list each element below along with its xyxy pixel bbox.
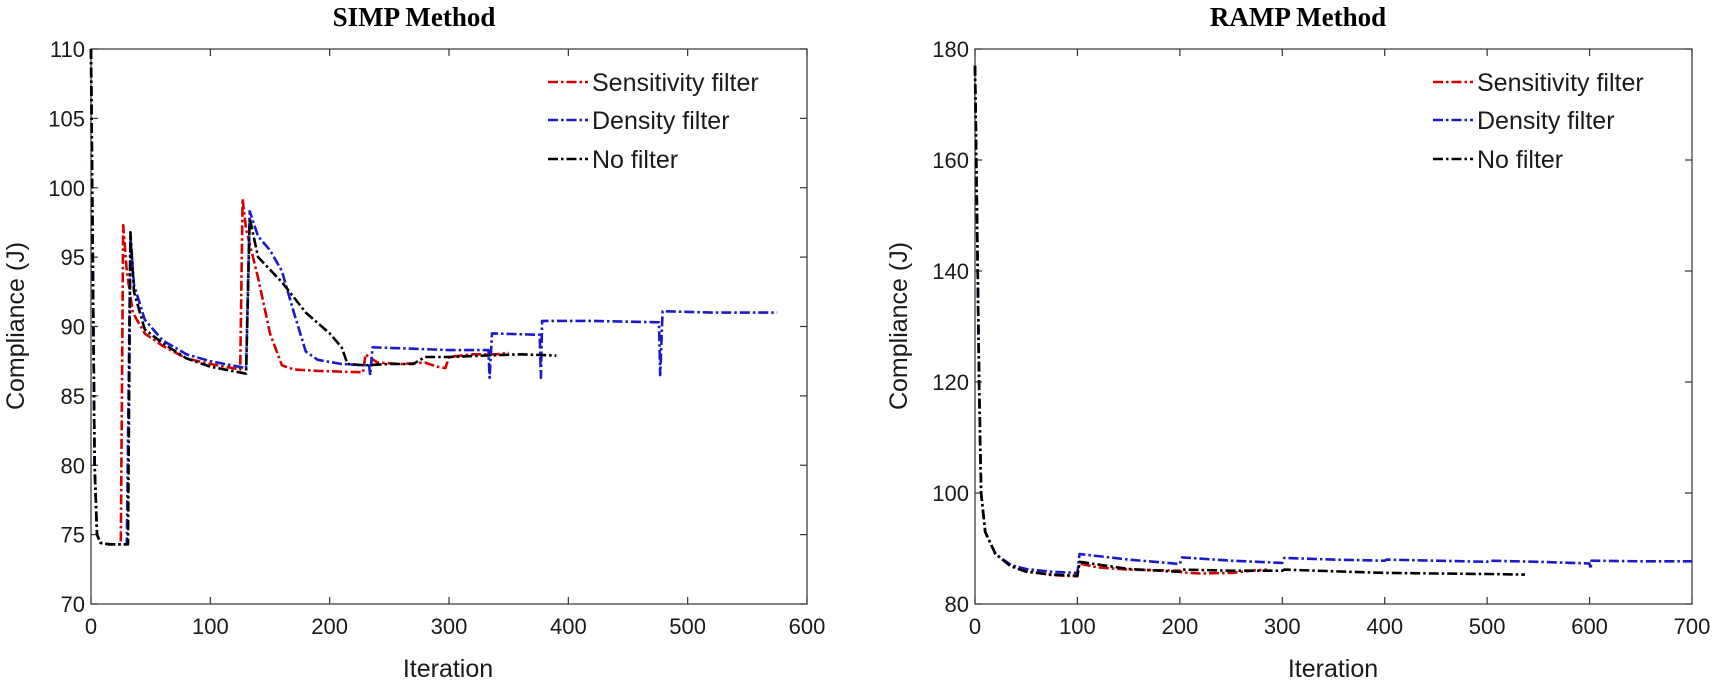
simp-series-group [89, 48, 778, 546]
ramp-ytick-label: 160 [932, 148, 969, 173]
simp-legend-label-density: Density filter [592, 107, 730, 135]
simp-series-line-sensitivity-filter [89, 48, 509, 546]
simp-x-axis: 0 100 200 300 400 500 600 [85, 49, 825, 639]
simp-ytick-label: 95 [61, 245, 85, 270]
simp-chart: SIMP Method 70 75 80 85 90 95 100 105 110 0 100 20… [2, 2, 825, 681]
ramp-xtick-label: 600 [1571, 614, 1608, 639]
ramp-ytick-label: 120 [932, 370, 969, 395]
ramp-xtick-label: 300 [1264, 614, 1301, 639]
simp-xtick-label: 500 [669, 614, 706, 639]
ramp-xtick-label: 200 [1161, 614, 1198, 639]
simp-ytick-label: 85 [61, 384, 85, 409]
simp-ytick-label: 90 [61, 315, 85, 340]
simp-x-axis-label: Iteration [403, 655, 493, 681]
ramp-xtick-label: 700 [1674, 614, 1711, 639]
simp-ytick-label: 70 [61, 592, 85, 617]
simp-ytick-label: 100 [48, 176, 85, 201]
ramp-series-group [973, 65, 1692, 578]
ramp-ytick-label: 140 [932, 259, 969, 284]
ramp-chart: RAMP Method 80 100 120 140 160 180 0 100 200 300… [885, 2, 1710, 681]
simp-xtick-label: 400 [550, 614, 587, 639]
ramp-ytick-label: 180 [932, 37, 969, 62]
simp-xtick-label: 100 [192, 614, 229, 639]
ramp-y-axis-label: Compliance (J) [885, 242, 913, 410]
ramp-series-line-density-filter [973, 65, 1692, 575]
simp-legend-label-nofilter: No filter [592, 146, 678, 174]
ramp-xtick-label: 400 [1366, 614, 1403, 639]
simp-ytick-label: 75 [61, 523, 85, 548]
simp-series-line-no-filter [89, 48, 557, 546]
ramp-legend-label-density: Density filter [1477, 107, 1615, 135]
simp-legend: Sensitivity filter Density filter No fil… [548, 69, 759, 174]
simp-ytick-label: 110 [50, 37, 85, 62]
ramp-series-line-no-filter [973, 65, 1526, 577]
ramp-plot-frame [974, 48, 1693, 605]
ramp-xtick-label: 100 [1059, 614, 1096, 639]
ramp-chart-title: RAMP Method [1210, 2, 1386, 32]
simp-y-axis: 70 75 80 85 90 95 100 105 110 [48, 37, 807, 617]
ramp-ytick-label: 80 [945, 592, 969, 617]
simp-legend-label-sensitivity: Sensitivity filter [592, 69, 759, 97]
ramp-x-axis: 0 100 200 300 400 500 600 700 [969, 49, 1710, 639]
simp-ytick-label: 105 [48, 106, 85, 131]
ramp-xtick-label: 500 [1469, 614, 1506, 639]
ramp-xtick-label: 0 [969, 614, 981, 639]
ramp-ytick-label: 100 [932, 481, 969, 506]
simp-chart-title: SIMP Method [333, 2, 496, 32]
simp-xtick-label: 200 [311, 614, 348, 639]
simp-y-axis-label: Compliance (J) [2, 242, 30, 410]
simp-xtick-label: 0 [85, 614, 97, 639]
simp-xtick-label: 600 [789, 614, 826, 639]
ramp-legend: Sensitivity filter Density filter No fil… [1433, 69, 1644, 174]
simp-ytick-label: 80 [61, 453, 85, 478]
ramp-series-line-sensitivity-filter [973, 65, 1267, 578]
ramp-x-axis-label: Iteration [1288, 655, 1378, 681]
ramp-y-axis: 80 100 120 140 160 180 [932, 37, 1692, 617]
ramp-legend-label-sensitivity: Sensitivity filter [1477, 69, 1644, 97]
simp-xtick-label: 300 [431, 614, 468, 639]
ramp-legend-label-nofilter: No filter [1477, 146, 1563, 174]
